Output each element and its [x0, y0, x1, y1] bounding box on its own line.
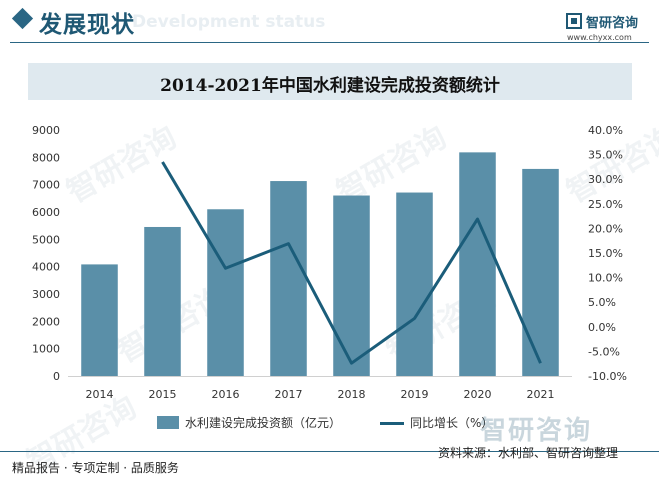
right-axis-tick-label: 25.0% [588, 198, 623, 211]
legend-line-label: 同比增长（%） [410, 416, 494, 430]
bar [459, 152, 496, 376]
legend: 水利建设完成投资额（亿元） 同比增长（%） [0, 413, 659, 433]
right-axis-tick-label: 35.0% [588, 149, 623, 162]
footer-slogan: 精品报告 · 专项定制 · 品质服务 [12, 461, 179, 475]
right-axis-tick-label: 10.0% [588, 272, 623, 285]
section-title: 发展现状 [39, 12, 135, 38]
right-axis-tick-label: 15.0% [588, 247, 623, 260]
logo-url: www.chyxx.com [567, 33, 632, 42]
x-axis-tick-label: 2015 [149, 388, 177, 401]
watermark-logo: 智研咨询 [480, 416, 593, 446]
bar [270, 181, 307, 376]
right-axis-tick-label: 5.0% [588, 296, 616, 309]
logo-icon [566, 13, 582, 29]
header: Development status 发展现状 智研咨询 www.chyxx.c… [0, 0, 659, 44]
right-axis-tick-label: -5.0% [588, 345, 620, 358]
left-axis-tick-label: 1000 [32, 343, 60, 356]
left-axis-tick-label: 0 [53, 370, 60, 383]
right-axis-tick-label: -10.0% [588, 370, 627, 383]
section-title-en: Development status [132, 12, 326, 32]
logo-name: 智研咨询 [586, 16, 639, 31]
chart: 0 1000 2000 3000 4000 5000 6000 7000 8000 9000 -10… [32, 124, 627, 401]
x-axis-tick-label: 2014 [86, 388, 114, 401]
bar [396, 192, 433, 376]
right-axis-tick-label: 30.0% [588, 173, 623, 186]
source-note: 资料来源：水利部、智研咨询整理 [438, 446, 619, 460]
left-axis-tick-label: 4000 [32, 261, 60, 274]
left-axis-tick-label: 6000 [32, 206, 60, 219]
left-axis-tick-label: 3000 [32, 288, 60, 301]
left-axis-tick-label: 7000 [32, 179, 60, 192]
legend-bar-label: 水利建设完成投资额（亿元） [185, 416, 342, 430]
right-axis-tick-label: 40.0% [588, 124, 623, 137]
x-axis-tick-label: 2020 [464, 388, 492, 401]
header-divider [10, 42, 649, 43]
x-axis-tick-label: 2021 [527, 388, 555, 401]
legend-line-swatch [380, 422, 404, 425]
growth-line [161, 161, 542, 365]
bar [207, 209, 244, 376]
bar [522, 168, 559, 376]
chart-title-band: 2014-2021年中国水利建设完成投资额统计 [28, 63, 632, 100]
legend-bar-swatch [157, 416, 179, 429]
right-axis-tick-label: 20.0% [588, 222, 623, 235]
x-axis-tick-label: 2017 [275, 388, 303, 401]
x-axis-tick-label: 2016 [212, 388, 240, 401]
left-axis-tick-label: 2000 [32, 315, 60, 328]
chart-title: 2014-2021年中国水利建设完成投资额统计 [160, 76, 500, 96]
bar [144, 226, 181, 376]
left-axis-tick-label: 9000 [32, 124, 60, 137]
left-axis-tick-label: 5000 [32, 233, 60, 246]
left-axis-tick-label: 8000 [32, 151, 60, 164]
bar [81, 264, 118, 376]
right-axis-tick-label: 0.0% [588, 321, 616, 334]
footer-divider [0, 451, 659, 452]
x-axis-tick-label: 2019 [401, 388, 429, 401]
bar [333, 195, 370, 376]
x-axis-tick-label: 2018 [338, 388, 366, 401]
